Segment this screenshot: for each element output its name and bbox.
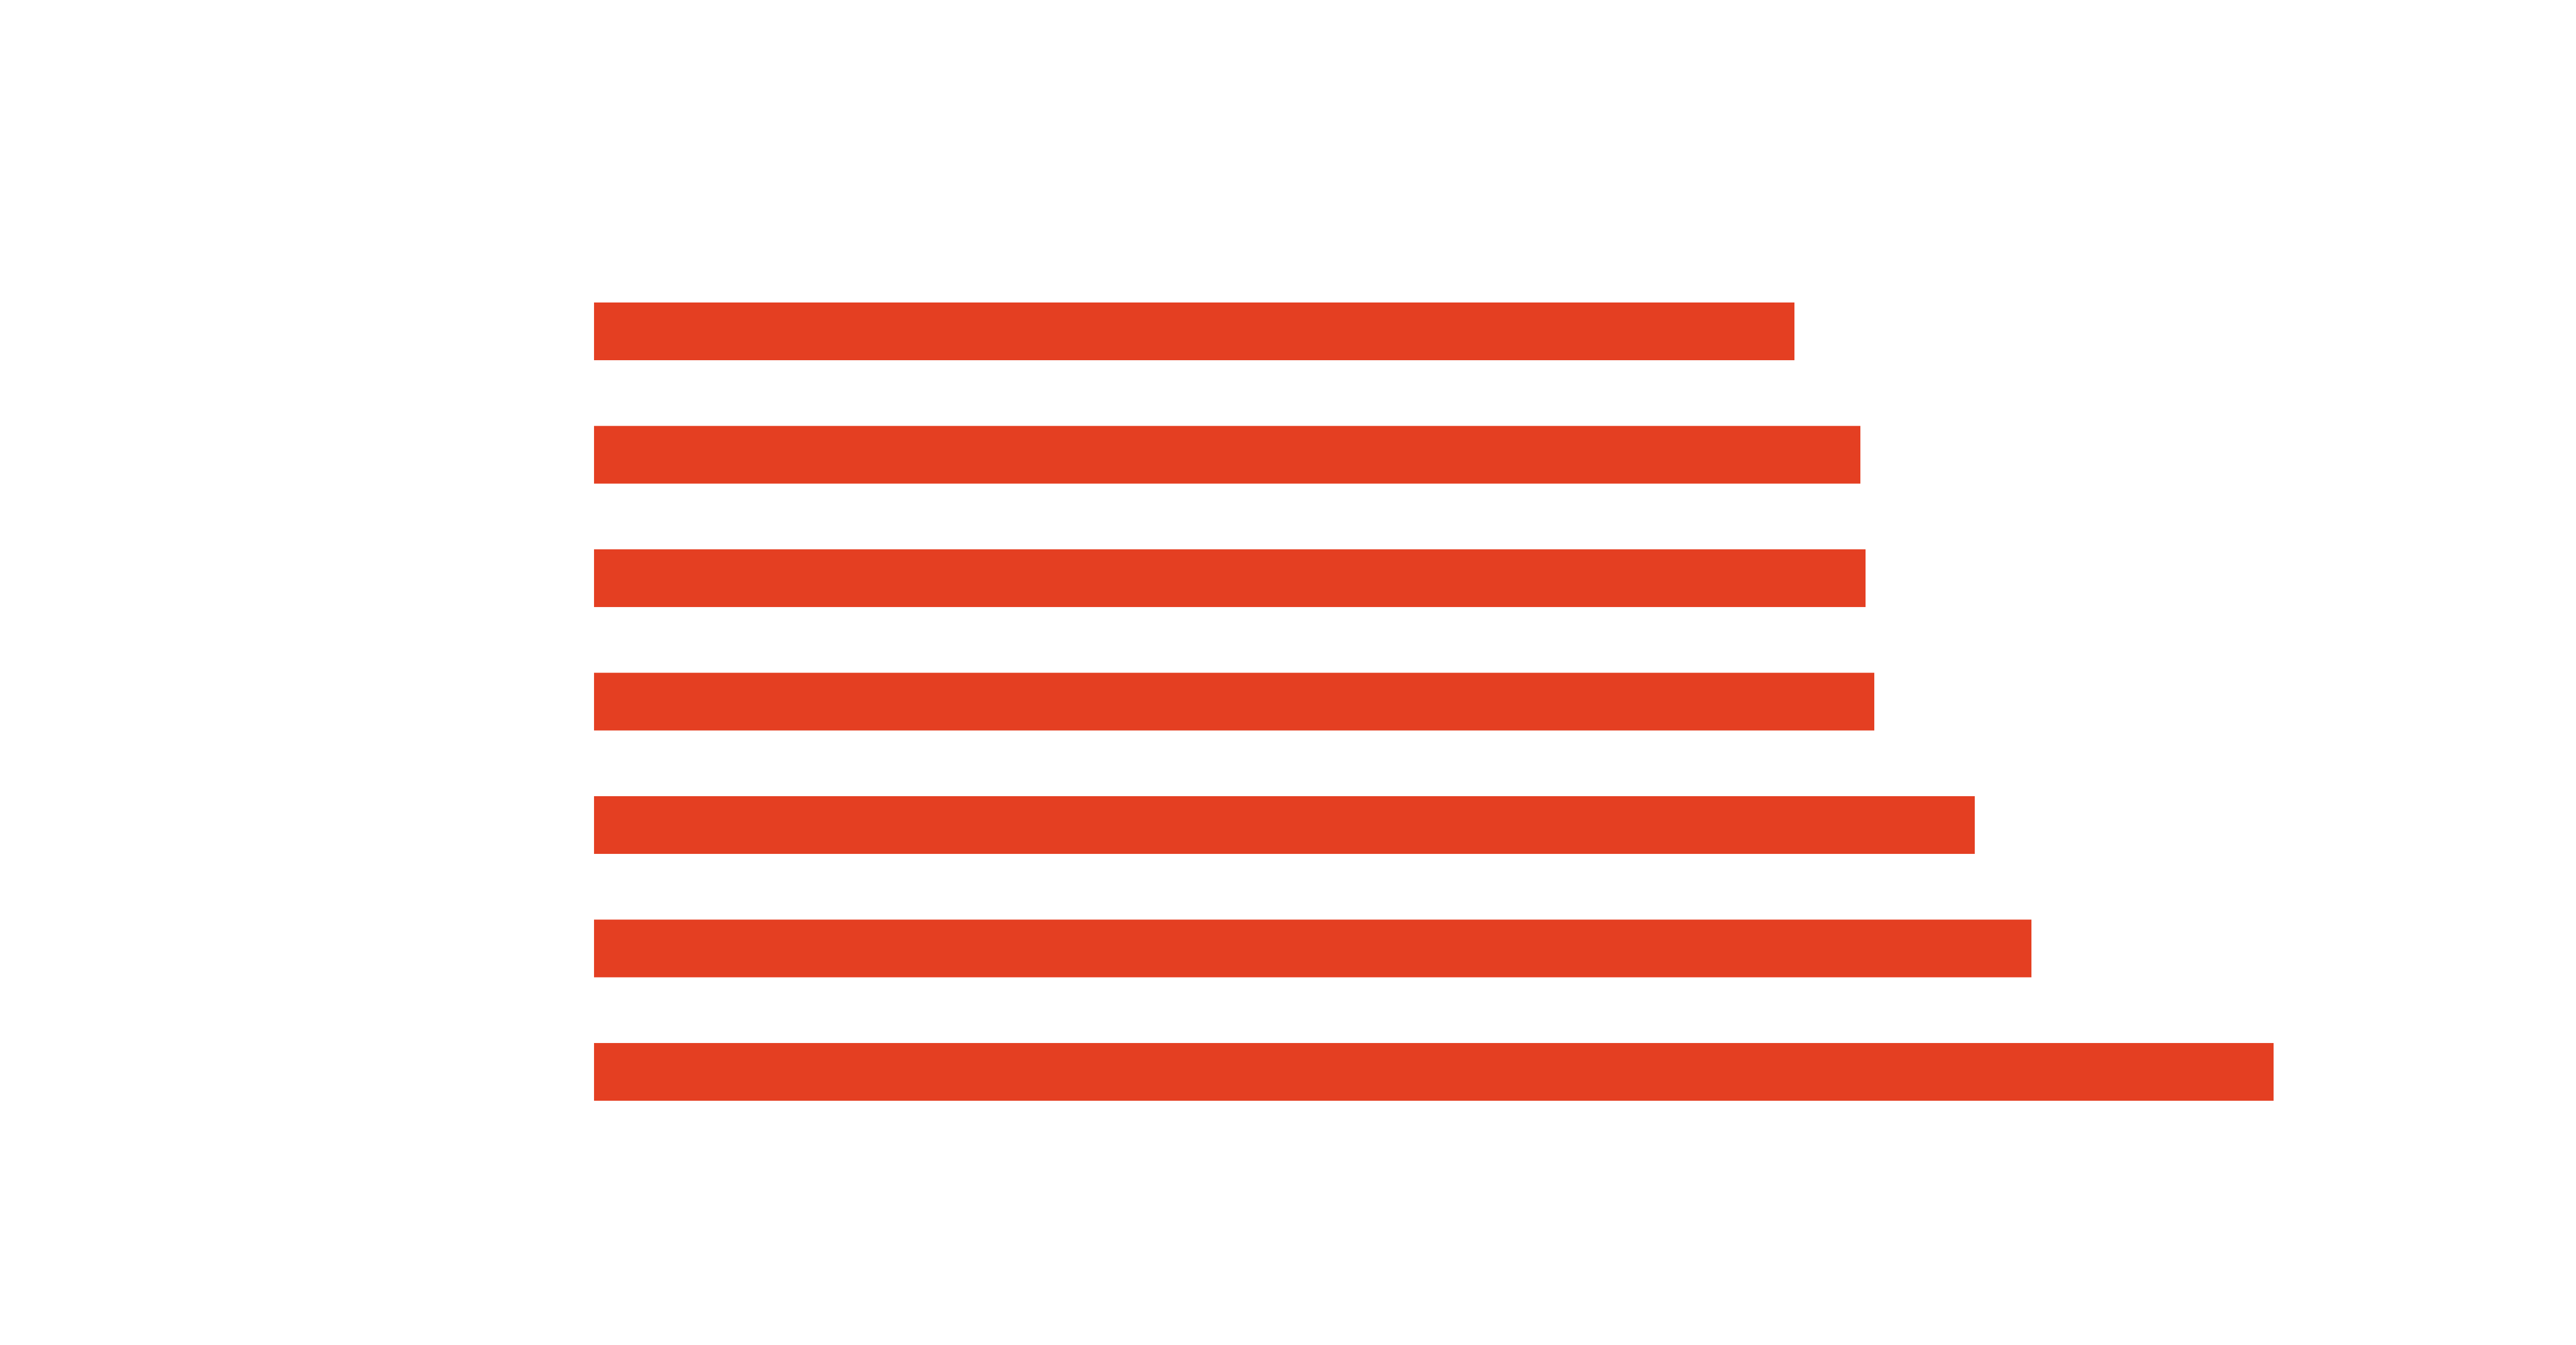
bar-7: [594, 1043, 2274, 1101]
bar-4: [594, 672, 1874, 731]
bar-5: [594, 796, 1975, 854]
bar-3: [594, 549, 1866, 607]
bar-2: [594, 426, 1860, 484]
bar-group: [594, 302, 2274, 1101]
bar-1: [594, 302, 1794, 360]
bar-6: [594, 919, 2031, 978]
